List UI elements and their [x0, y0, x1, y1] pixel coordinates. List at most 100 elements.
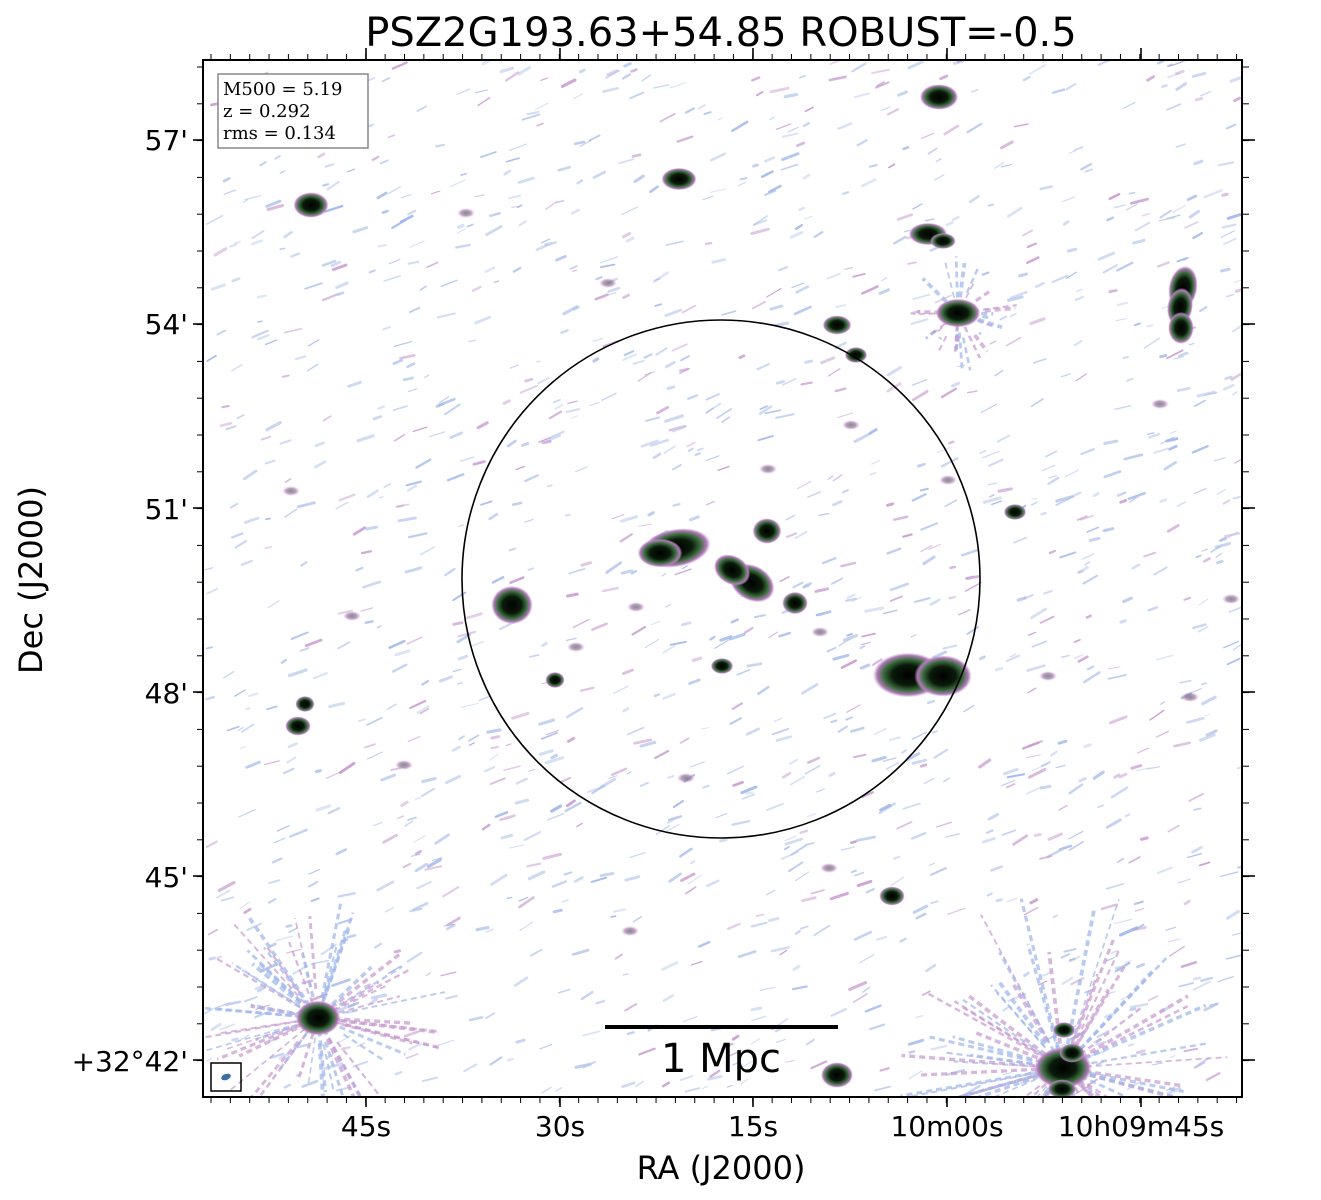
- noise-streak: [916, 462, 926, 468]
- noise-streak: [1216, 488, 1227, 495]
- noise-streak: [662, 993, 675, 1003]
- noise-streak: [682, 1016, 698, 1023]
- noise-streak: [564, 801, 582, 813]
- noise-streak: [554, 403, 564, 410]
- noise-streak: [820, 356, 836, 365]
- noise-streak: [840, 561, 857, 568]
- radio-source: [821, 1062, 853, 1088]
- noise-streak: [783, 92, 799, 99]
- sidelobe-streak: [1078, 1079, 1104, 1097]
- noise-streak: [639, 781, 649, 787]
- noise-streak: [697, 940, 711, 948]
- noise-streak: [770, 946, 790, 953]
- sidelobe-streak: [277, 1031, 309, 1072]
- sidelobe-streak: [339, 1018, 440, 1035]
- noise-streak: [472, 460, 486, 466]
- noise-streak: [882, 757, 897, 762]
- noise-streak: [437, 1039, 455, 1046]
- noise-streak: [612, 908, 626, 913]
- noise-streak: [1193, 807, 1202, 811]
- noise-streak: [1033, 833, 1042, 837]
- noise-streak: [1025, 754, 1041, 759]
- noise-streak: [978, 758, 992, 769]
- noise-streak: [1203, 714, 1211, 717]
- noise-streak: [743, 626, 754, 634]
- noise-streak: [1077, 655, 1089, 663]
- sidelobe-streak: [925, 991, 1040, 1056]
- noise-streak: [621, 1081, 636, 1089]
- noise-streak: [1048, 549, 1056, 555]
- sidelobe-streak: [250, 1003, 293, 1016]
- noise-streak: [458, 735, 465, 741]
- sidelobe-streak: [921, 276, 948, 304]
- noise-streak: [664, 414, 685, 423]
- noise-streak: [1201, 548, 1208, 552]
- noise-streak: [1220, 267, 1231, 273]
- noise-streak: [372, 415, 383, 421]
- noise-streak: [1183, 899, 1191, 906]
- radio-source: [285, 716, 311, 736]
- noise-streak: [775, 413, 795, 419]
- noise-streak: [662, 644, 676, 654]
- noise-streak: [886, 366, 902, 377]
- noise-streak: [807, 813, 817, 818]
- noise-streak: [1166, 349, 1184, 360]
- noise-streak: [792, 985, 808, 991]
- noise-streak: [995, 898, 1003, 902]
- noise-streak: [654, 278, 661, 282]
- noise-streak: [414, 862, 428, 873]
- noise-streak: [687, 874, 702, 885]
- noise-streak: [517, 176, 535, 184]
- noise-streak: [1022, 75, 1031, 82]
- noise-streak: [1105, 818, 1122, 829]
- noise-streak: [626, 726, 645, 736]
- noise-streak: [1113, 918, 1133, 925]
- noise-streak: [859, 645, 866, 650]
- noise-streak: [864, 1004, 882, 1013]
- sidelobe-streak: [233, 923, 306, 1005]
- sidelobe-streak: [1071, 973, 1099, 1043]
- noise-streak: [853, 432, 871, 444]
- noise-streak: [205, 695, 215, 701]
- noise-streak: [557, 165, 571, 172]
- noise-streak: [541, 439, 552, 445]
- noise-streak: [299, 647, 310, 652]
- noise-streak: [1167, 72, 1180, 79]
- noise-streak: [1229, 75, 1242, 83]
- noise-streak: [798, 206, 806, 211]
- sidelobe-streak: [300, 953, 315, 998]
- noise-streak: [1083, 743, 1092, 749]
- sidelobe-streak: [203, 1025, 290, 1053]
- noise-streak: [474, 89, 488, 94]
- noise-streak: [1136, 747, 1150, 754]
- noise-streak: [1107, 666, 1121, 670]
- noise-streak: [752, 300, 766, 310]
- noise-streak: [979, 450, 987, 455]
- noise-streak: [331, 263, 348, 272]
- faint-source: [677, 773, 695, 783]
- noise-streak: [328, 701, 346, 709]
- noise-streak: [365, 525, 378, 531]
- noise-streak: [804, 106, 814, 113]
- noise-streak: [488, 512, 499, 521]
- noise-streak: [869, 1023, 886, 1031]
- noise-streak: [899, 937, 907, 943]
- noise-streak: [592, 357, 600, 363]
- noise-streak: [314, 441, 325, 448]
- noise-streak: [622, 293, 630, 300]
- noise-streak: [945, 833, 961, 838]
- noise-streak: [1186, 194, 1198, 201]
- noise-streak: [633, 738, 653, 745]
- noise-streak: [1136, 1049, 1146, 1055]
- noise-streak: [269, 942, 277, 948]
- radio-source: [752, 518, 782, 544]
- noise-streak: [873, 728, 887, 736]
- noise-streak: [785, 1059, 795, 1063]
- noise-streak: [853, 92, 871, 99]
- y-tick-label: 54': [145, 308, 188, 341]
- noise-streak: [381, 209, 389, 214]
- noise-streak: [690, 860, 696, 865]
- noise-streak: [664, 308, 683, 317]
- sidelobe-streak: [296, 1032, 315, 1082]
- noise-streak: [539, 1043, 553, 1050]
